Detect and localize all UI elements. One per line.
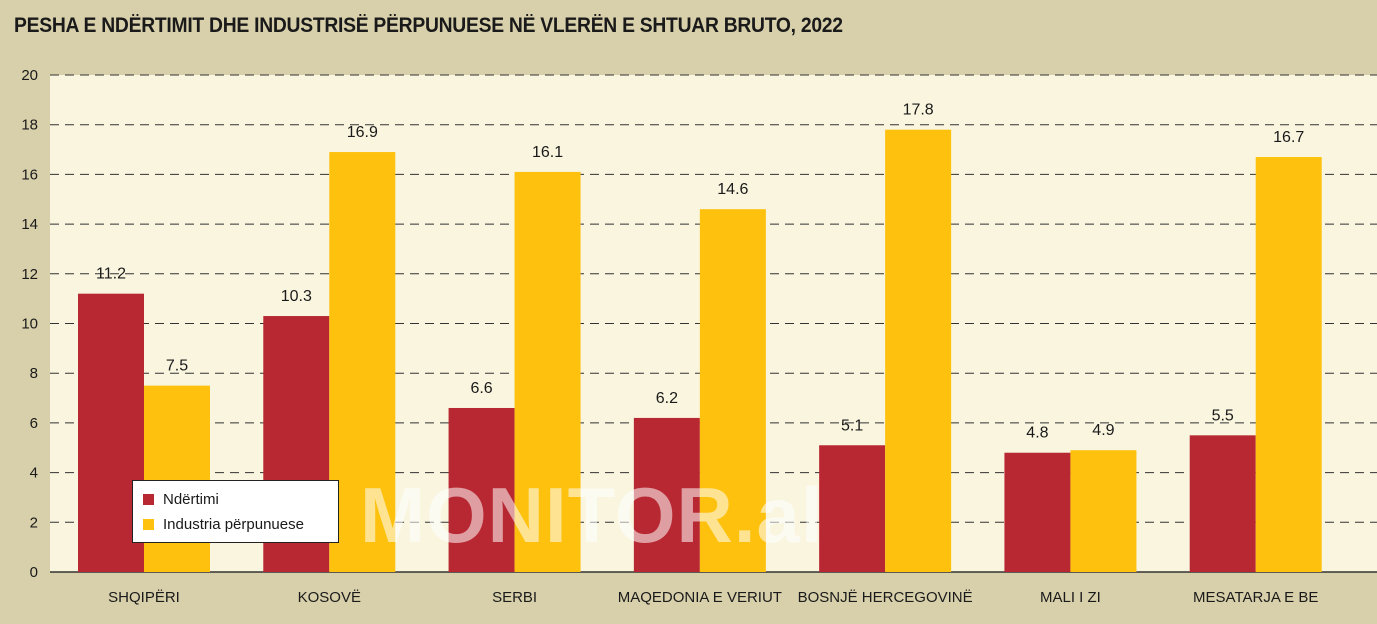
x-tick-label: KOSOVË xyxy=(298,589,361,606)
bar xyxy=(514,171,581,573)
bar xyxy=(144,385,210,572)
y-tick-label: 12 xyxy=(21,266,38,283)
data-label: 4.8 xyxy=(1026,425,1048,442)
x-tick-label: MALI I ZI xyxy=(1040,589,1101,606)
y-tick-label: 10 xyxy=(21,316,38,333)
bar xyxy=(1004,452,1071,572)
bar xyxy=(1189,435,1256,572)
y-tick-label: 0 xyxy=(30,564,38,581)
bar xyxy=(633,417,700,572)
data-label: 14.6 xyxy=(717,181,748,198)
legend-label: Ndërtimi xyxy=(163,491,219,508)
legend-swatch xyxy=(143,494,154,505)
y-tick-label: 16 xyxy=(21,166,38,183)
data-label: 4.9 xyxy=(1092,422,1114,439)
bar xyxy=(699,209,766,572)
bar xyxy=(885,129,952,573)
data-label: 5.5 xyxy=(1212,407,1234,424)
bar xyxy=(448,407,515,572)
x-tick-label: MAQEDONIA E VERIUT xyxy=(618,589,782,606)
y-tick-label: 18 xyxy=(21,117,38,134)
x-tick-label: SHQIPËRI xyxy=(108,589,180,606)
x-tick-label: MESATARJA E BE xyxy=(1193,589,1318,606)
y-tick-label: 8 xyxy=(30,365,38,382)
data-label: 7.5 xyxy=(166,358,188,375)
bar xyxy=(1255,157,1322,572)
y-tick-label: 6 xyxy=(30,415,38,432)
data-label: 10.3 xyxy=(281,288,312,305)
y-tick-label: 14 xyxy=(21,216,38,233)
data-label: 16.1 xyxy=(532,144,563,161)
bar xyxy=(329,152,396,572)
chart-title: PESHA E NDËRTIMIT DHE INDUSTRISË PËRPUNU… xyxy=(14,14,843,37)
legend-item-ndertimi: Ndërtimi xyxy=(143,487,328,512)
y-tick-label: 2 xyxy=(30,514,38,531)
x-tick-label: SERBI xyxy=(492,589,537,606)
bar xyxy=(1070,450,1137,572)
data-label: 16.9 xyxy=(347,124,378,141)
y-tick-label: 4 xyxy=(30,465,38,482)
legend-swatch xyxy=(143,519,154,530)
data-label: 6.2 xyxy=(656,390,678,407)
bar xyxy=(819,445,886,572)
legend-item-industria: Industria përpunuese xyxy=(143,512,328,537)
y-tick-label: 20 xyxy=(21,67,38,84)
data-label: 17.8 xyxy=(903,102,934,119)
x-tick-label: BOSNJË HERCEGOVINË xyxy=(798,589,973,606)
data-label: 11.2 xyxy=(96,266,126,283)
data-label: 5.1 xyxy=(841,417,863,434)
legend-label: Industria përpunuese xyxy=(163,516,304,533)
legend: Ndërtimi Industria përpunuese xyxy=(132,480,339,543)
watermark: MONITOR.al xyxy=(360,471,824,559)
data-label: 16.7 xyxy=(1273,129,1304,146)
data-label: 6.6 xyxy=(470,380,492,397)
